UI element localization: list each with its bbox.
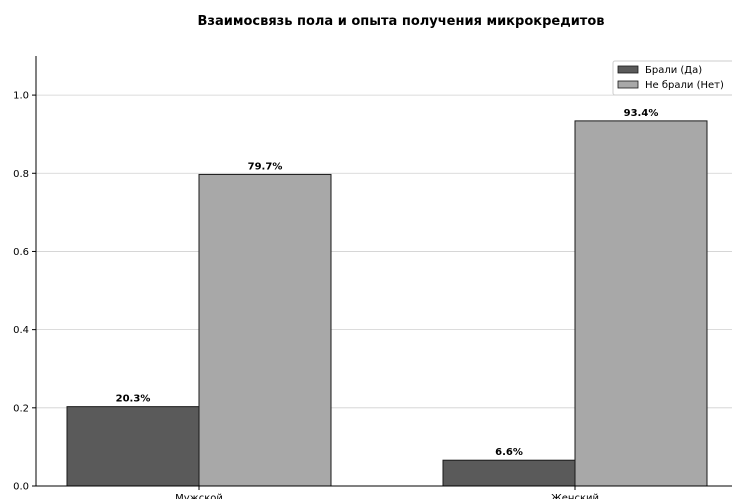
bar-took-0 <box>66 406 200 487</box>
legend-box <box>612 60 732 96</box>
chart-title: Взаимосвязь пола и опыта получения микро… <box>197 14 604 29</box>
data-label: 79.7% <box>248 161 283 172</box>
y-tick-label: 1.0 <box>13 91 29 102</box>
data-label: 93.4% <box>624 108 659 119</box>
bar-did-not-take-1 <box>574 120 708 487</box>
y-tick-label: 0.2 <box>13 403 29 414</box>
data-labels: 20.3% 79.7% 6.6% 93.4% <box>116 108 659 458</box>
y-tick-label: 0.0 <box>13 482 29 493</box>
legend: Брали (Да) Не брали (Нет) <box>612 60 732 96</box>
axes: 0.0 0.2 0.4 0.6 0.8 1.0 Мужской Женский <box>13 56 732 499</box>
bars <box>66 120 708 487</box>
y-tick-label: 0.6 <box>13 247 29 258</box>
data-label: 20.3% <box>116 394 151 405</box>
y-tick-label: 0.8 <box>13 169 29 180</box>
x-category-label: Мужской <box>175 493 223 499</box>
data-label: 6.6% <box>495 447 523 458</box>
bar-took-1 <box>442 459 576 487</box>
legend-swatch <box>617 80 639 89</box>
bar-did-not-take-0 <box>198 173 332 487</box>
legend-label: Не брали (Нет) <box>645 80 724 91</box>
legend-label: Брали (Да) <box>645 65 702 76</box>
legend-swatch <box>617 65 639 74</box>
y-tick-label: 0.4 <box>13 325 29 336</box>
x-category-label: Женский <box>551 493 599 499</box>
